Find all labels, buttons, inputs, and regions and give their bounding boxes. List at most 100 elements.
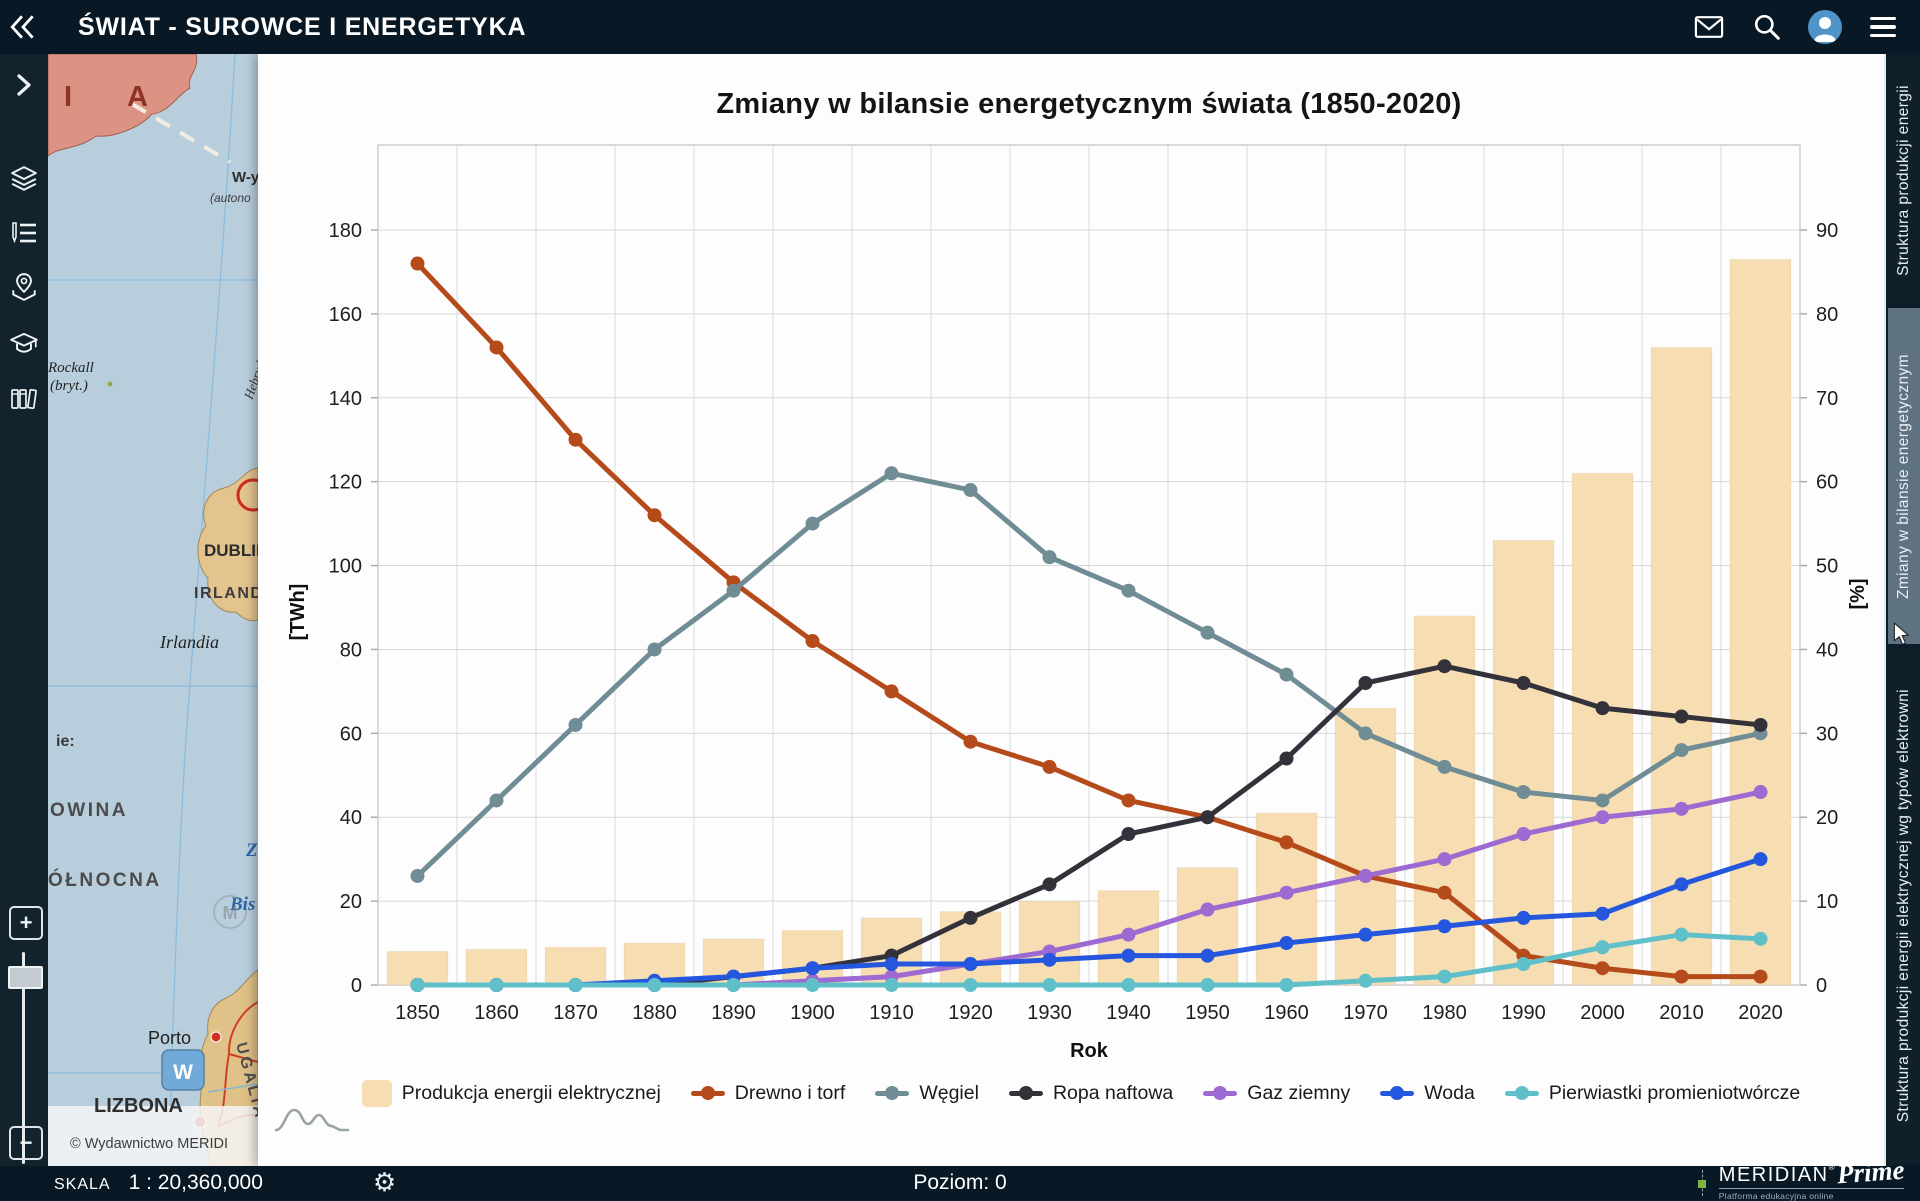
svg-text:1850: 1850 bbox=[395, 1002, 440, 1024]
svg-text:DUBLIN: DUBLIN bbox=[204, 541, 258, 560]
mouse-cursor bbox=[1893, 622, 1910, 646]
svg-text:40: 40 bbox=[1816, 639, 1838, 661]
hamburger-menu-icon[interactable] bbox=[1866, 10, 1900, 44]
svg-text:Rockall: Rockall bbox=[48, 360, 94, 376]
page-title: ŚWIAT - SUROWCE I ENERGETYKA bbox=[78, 12, 527, 41]
graduation-cap-icon[interactable] bbox=[0, 326, 48, 360]
chart-panel: Zmiany w bilansie energetycznym świata (… bbox=[258, 54, 1884, 1166]
legend-marker-coal bbox=[875, 1086, 910, 1100]
svg-text:180: 180 bbox=[329, 220, 362, 242]
svg-text:90: 90 bbox=[1816, 220, 1838, 242]
layers-icon[interactable] bbox=[0, 162, 48, 196]
map-pin-icon[interactable] bbox=[0, 270, 48, 304]
svg-text:1940: 1940 bbox=[1106, 1002, 1151, 1024]
svg-text:1930: 1930 bbox=[1027, 1002, 1072, 1024]
svg-text:1860: 1860 bbox=[474, 1002, 519, 1024]
svg-text:[%]: [%] bbox=[1847, 578, 1869, 609]
scale-label: SKALA bbox=[54, 1176, 111, 1193]
svg-text:80: 80 bbox=[1816, 304, 1838, 326]
svg-text:50: 50 bbox=[1816, 556, 1838, 578]
tab-struktura-produkcji-energii-elektrycznej[interactable]: Struktura produkcji energii elektrycznej… bbox=[1888, 648, 1920, 1164]
mail-icon[interactable] bbox=[1692, 10, 1726, 44]
search-icon[interactable] bbox=[1750, 10, 1784, 44]
books-icon[interactable] bbox=[0, 382, 48, 416]
legend-item-gas: Gaz ziemny bbox=[1203, 1082, 1350, 1105]
logo-green-mark bbox=[1697, 1170, 1711, 1196]
svg-text:OWINA: OWINA bbox=[50, 800, 128, 821]
svg-text:70: 70 bbox=[1816, 388, 1838, 410]
svg-text:120: 120 bbox=[329, 472, 362, 494]
chart-legend: Produkcja energii elektrycznej Drewno i … bbox=[298, 1076, 1864, 1110]
svg-text:1950: 1950 bbox=[1185, 1002, 1230, 1024]
left-sidebar: + − bbox=[0, 54, 48, 1166]
svg-text:Porto: Porto bbox=[148, 1028, 191, 1048]
svg-text:20: 20 bbox=[1816, 807, 1838, 829]
svg-text:40: 40 bbox=[340, 807, 362, 829]
legend-marker-radioactive bbox=[1504, 1086, 1539, 1100]
zoom-out-button[interactable]: − bbox=[9, 1126, 43, 1160]
svg-text:1880: 1880 bbox=[632, 1002, 677, 1024]
user-avatar[interactable] bbox=[1808, 10, 1842, 44]
svg-text:Z: Z bbox=[245, 840, 258, 861]
svg-text:W-y: W-y bbox=[232, 169, 258, 186]
legend-list-icon[interactable] bbox=[0, 216, 48, 250]
svg-text:30: 30 bbox=[1816, 723, 1838, 745]
svg-text:I A: I A bbox=[64, 81, 172, 113]
zoom-slider-handle[interactable] bbox=[8, 966, 43, 989]
map-viewport[interactable]: I AW-y(autonoRockall(bryt.)HebrydyDUBLIN… bbox=[47, 53, 281, 1167]
svg-text:1870: 1870 bbox=[553, 1002, 598, 1024]
legend-marker-wood-peat bbox=[690, 1086, 725, 1100]
legend-item-oil: Ropa naftowa bbox=[1008, 1082, 1173, 1105]
bottom-status-bar: SKALA 1 : 20,360,000 ⚙ Poziom: 0 MERIDIA… bbox=[0, 1155, 1920, 1201]
meridian-prime-logo: MERIDIAN ® Prime Platforma edukacyjna on… bbox=[1697, 1155, 1905, 1201]
zoom-in-button[interactable]: + bbox=[9, 906, 43, 940]
svg-text:[TWh]: [TWh] bbox=[287, 584, 309, 641]
zoom-level-indicator: Poziom: 0 bbox=[913, 1171, 1007, 1194]
legend-marker-oil bbox=[1008, 1086, 1043, 1100]
map-canvas: I AW-y(autonoRockall(bryt.)HebrydyDUBLIN… bbox=[47, 53, 281, 1167]
svg-text:Bis: Bis bbox=[229, 894, 255, 915]
svg-text:0: 0 bbox=[1816, 975, 1827, 997]
svg-text:ie:: ie: bbox=[56, 733, 75, 750]
zoom-slider-track[interactable] bbox=[22, 952, 25, 1164]
svg-text:W: W bbox=[173, 1061, 193, 1084]
svg-text:2010: 2010 bbox=[1659, 1002, 1704, 1024]
svg-text:© Wydawnictwo MERIDI: © Wydawnictwo MERIDI bbox=[70, 1136, 228, 1152]
svg-text:1910: 1910 bbox=[869, 1002, 914, 1024]
svg-text:ÓŁNOCNA: ÓŁNOCNA bbox=[48, 869, 162, 891]
svg-text:1890: 1890 bbox=[711, 1002, 756, 1024]
svg-text:1960: 1960 bbox=[1264, 1002, 1309, 1024]
legend-item-bars: Produkcja energii elektrycznej bbox=[361, 1079, 661, 1107]
svg-text:10: 10 bbox=[1816, 891, 1838, 913]
svg-text:IRLANDIA: IRLANDIA bbox=[194, 585, 258, 602]
svg-text:2000: 2000 bbox=[1580, 1002, 1625, 1024]
svg-text:2020: 2020 bbox=[1738, 1002, 1783, 1024]
tab-zmiany-w-bilansie-energetycznym[interactable]: Zmiany w bilansie energetycznym bbox=[1888, 308, 1920, 644]
svg-text:Rok: Rok bbox=[1070, 1040, 1109, 1062]
svg-text:1920: 1920 bbox=[948, 1002, 993, 1024]
svg-text:Irlandia: Irlandia bbox=[159, 632, 219, 652]
expand-chevron-icon[interactable] bbox=[0, 68, 48, 102]
svg-text:LIZBONA: LIZBONA bbox=[94, 1095, 183, 1117]
legend-item-wood-peat: Drewno i torf bbox=[690, 1082, 845, 1105]
back-icon[interactable] bbox=[0, 0, 46, 54]
svg-text:160: 160 bbox=[329, 304, 362, 326]
chart-type-sparkline-icon[interactable] bbox=[274, 1102, 350, 1136]
svg-text:1900: 1900 bbox=[790, 1002, 835, 1024]
scale-value: 1 : 20,360,000 bbox=[128, 1171, 263, 1194]
legend-marker-gas bbox=[1203, 1086, 1238, 1100]
tab-struktura-produkcji-energii[interactable]: Struktura produkcji energii bbox=[1888, 56, 1920, 304]
svg-text:M: M bbox=[223, 903, 238, 923]
svg-text:100: 100 bbox=[329, 556, 362, 578]
settings-gear-icon[interactable]: ⚙ bbox=[372, 1168, 397, 1198]
svg-text:60: 60 bbox=[340, 723, 362, 745]
svg-text:1990: 1990 bbox=[1501, 1002, 1546, 1024]
svg-text:20: 20 bbox=[340, 891, 362, 913]
svg-text:(bryt.): (bryt.) bbox=[50, 378, 88, 394]
legend-marker-water bbox=[1380, 1086, 1415, 1100]
top-bar: ŚWIAT - SUROWCE I ENERGETYKA bbox=[0, 0, 1920, 54]
legend-item-water: Woda bbox=[1380, 1082, 1475, 1105]
svg-text:80: 80 bbox=[340, 639, 362, 661]
legend-item-radioactive: Pierwiastki promieniotwórcze bbox=[1504, 1082, 1800, 1105]
